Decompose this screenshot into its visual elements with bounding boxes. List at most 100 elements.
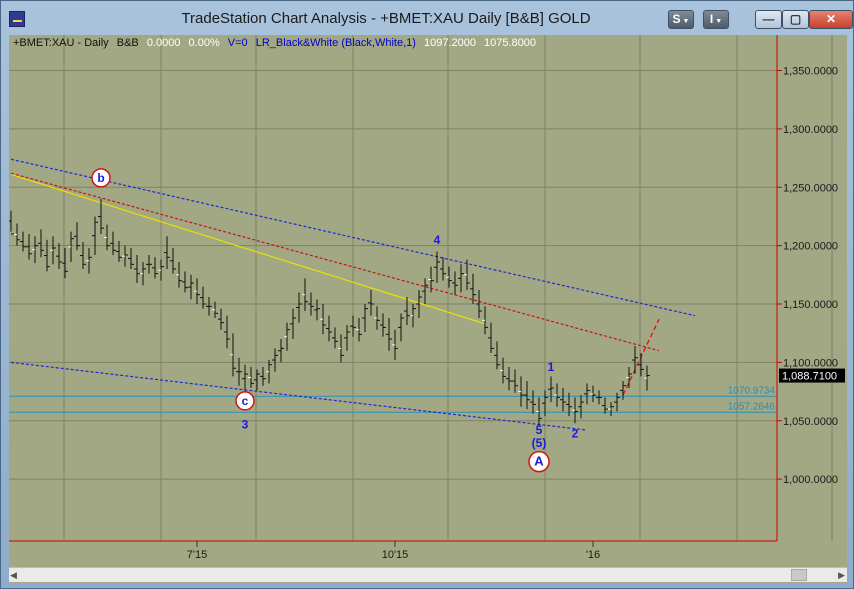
price-bar bbox=[290, 308, 296, 340]
price-bar bbox=[542, 390, 548, 417]
price-bar bbox=[278, 339, 284, 363]
price-bar bbox=[80, 242, 86, 269]
price-bar bbox=[182, 271, 188, 293]
upper-channel-line[interactable] bbox=[10, 158, 696, 317]
volume-label: V=0 bbox=[227, 37, 248, 49]
horizontal-level-label: 1070.9734 bbox=[728, 385, 776, 396]
scroll-left-arrow-icon[interactable]: ◀ bbox=[10, 570, 17, 580]
price-bar bbox=[242, 364, 248, 393]
x-axis-tick-label: 10'15 bbox=[382, 549, 409, 561]
y-axis-tick-label: 1,350.0000 bbox=[783, 66, 838, 78]
price-bar bbox=[116, 240, 122, 262]
price-bar bbox=[326, 315, 332, 342]
y-axis-tick-label: 1,100.0000 bbox=[783, 357, 838, 369]
price-bar bbox=[314, 299, 320, 321]
price-bar bbox=[626, 367, 632, 389]
price-bar bbox=[302, 278, 308, 312]
price-bar bbox=[14, 223, 20, 246]
wave-label: 2 bbox=[572, 427, 579, 441]
chart-area[interactable]: 1070.9734 1057.2646 b c 3 4 1 5 (5) 2 A 1,000.0000… bbox=[9, 35, 847, 583]
price-bar bbox=[644, 365, 650, 391]
y-axis-tick-label: 1,250.0000 bbox=[783, 182, 838, 194]
scroll-thumb[interactable] bbox=[791, 569, 807, 581]
price-bar bbox=[158, 259, 164, 281]
price-bar bbox=[212, 301, 218, 319]
price-bar bbox=[152, 257, 158, 279]
price-bar bbox=[32, 236, 38, 264]
price-bar bbox=[428, 266, 434, 293]
indicator-label[interactable]: LR_Black&White (Black,White,1) bbox=[255, 37, 416, 49]
price-bar bbox=[608, 402, 614, 417]
price-bar bbox=[638, 353, 644, 377]
price-bar bbox=[350, 315, 356, 337]
price-bar bbox=[332, 327, 338, 349]
i-menu-button[interactable]: I ▼ bbox=[703, 10, 729, 29]
price-bar bbox=[110, 231, 116, 255]
price-bar bbox=[260, 367, 266, 386]
s-menu-button[interactable]: S ▼ bbox=[668, 10, 694, 29]
y-axis-tick-label: 1,000.0000 bbox=[783, 474, 838, 486]
tradestation-app-icon[interactable] bbox=[9, 11, 25, 27]
horizontal-scrollbar[interactable]: ◀ ▶ bbox=[9, 567, 847, 582]
price-bar bbox=[464, 259, 470, 290]
wave-label-circle bbox=[235, 391, 255, 411]
price-bar bbox=[308, 292, 314, 316]
price-bar bbox=[500, 357, 506, 384]
title-bar[interactable]: TradeStation Chart Analysis - +BMET:XAU … bbox=[1, 1, 853, 35]
wave-label-circle bbox=[91, 168, 111, 188]
price-bar bbox=[20, 231, 26, 252]
price-bar bbox=[344, 325, 350, 351]
y-axis-tick-label: 1,300.0000 bbox=[783, 124, 838, 136]
price-bar bbox=[236, 357, 242, 386]
indicator-high-value: 1097.2000 bbox=[423, 37, 476, 49]
lower-channel-line[interactable] bbox=[10, 361, 588, 431]
price-bar bbox=[368, 289, 374, 316]
price-bar bbox=[446, 266, 452, 288]
price-bar bbox=[566, 392, 572, 417]
price-bar bbox=[296, 292, 302, 323]
price-bar bbox=[146, 254, 152, 274]
price-bar bbox=[536, 397, 542, 426]
price-chart[interactable]: 1070.9734 1057.2646 b c 3 4 1 5(5) 2 A 1,000.0000… bbox=[9, 35, 847, 567]
price-bar bbox=[434, 251, 440, 283]
maximize-button[interactable]: ▢ bbox=[782, 10, 809, 29]
price-bar bbox=[362, 304, 368, 333]
price-bar bbox=[620, 381, 626, 400]
price-bar bbox=[458, 264, 464, 293]
y-axis-tick-label: 1,150.0000 bbox=[783, 299, 838, 311]
price-bar bbox=[200, 286, 206, 309]
change-value: 0.0000 bbox=[146, 37, 181, 49]
close-button[interactable]: ✕ bbox=[809, 10, 853, 29]
price-bar bbox=[572, 397, 578, 424]
chevron-down-icon: ▼ bbox=[682, 18, 690, 25]
y-axis-tick-label: 1,200.0000 bbox=[783, 241, 838, 253]
symbol-label: +BMET:XAU - Daily bbox=[13, 37, 109, 49]
minimize-button[interactable]: — bbox=[755, 10, 782, 29]
wave-label: b bbox=[97, 171, 104, 185]
wave-label: (5) bbox=[532, 436, 547, 450]
wave-label: c bbox=[242, 394, 249, 408]
price-bar bbox=[374, 306, 380, 330]
price-bar bbox=[590, 385, 596, 403]
horizontal-level-label: 1057.2646 bbox=[728, 401, 776, 412]
price-bar bbox=[44, 239, 50, 272]
mid-channel-line[interactable] bbox=[10, 172, 660, 352]
trend-channel-line[interactable] bbox=[10, 173, 486, 325]
price-bar bbox=[518, 376, 524, 407]
price-bar bbox=[188, 274, 194, 300]
y-axis-tick-label: 1,050.0000 bbox=[783, 416, 838, 428]
chart-info-line: +BMET:XAU - Daily B&B 0.0000 0.00% V=0 L… bbox=[13, 37, 541, 49]
price-bar bbox=[104, 224, 110, 251]
price-bar bbox=[614, 392, 620, 412]
price-bar bbox=[416, 289, 422, 319]
price-bar bbox=[356, 318, 362, 342]
window-title: TradeStation Chart Analysis - +BMET:XAU … bbox=[181, 10, 591, 27]
price-bar bbox=[440, 257, 446, 281]
price-bar bbox=[248, 367, 254, 389]
wave-label-circle bbox=[528, 450, 550, 473]
wave-label: A bbox=[534, 454, 544, 469]
price-bar bbox=[206, 297, 212, 316]
scroll-right-arrow-icon[interactable]: ▶ bbox=[838, 570, 845, 580]
change-percent: 0.00% bbox=[188, 37, 220, 49]
